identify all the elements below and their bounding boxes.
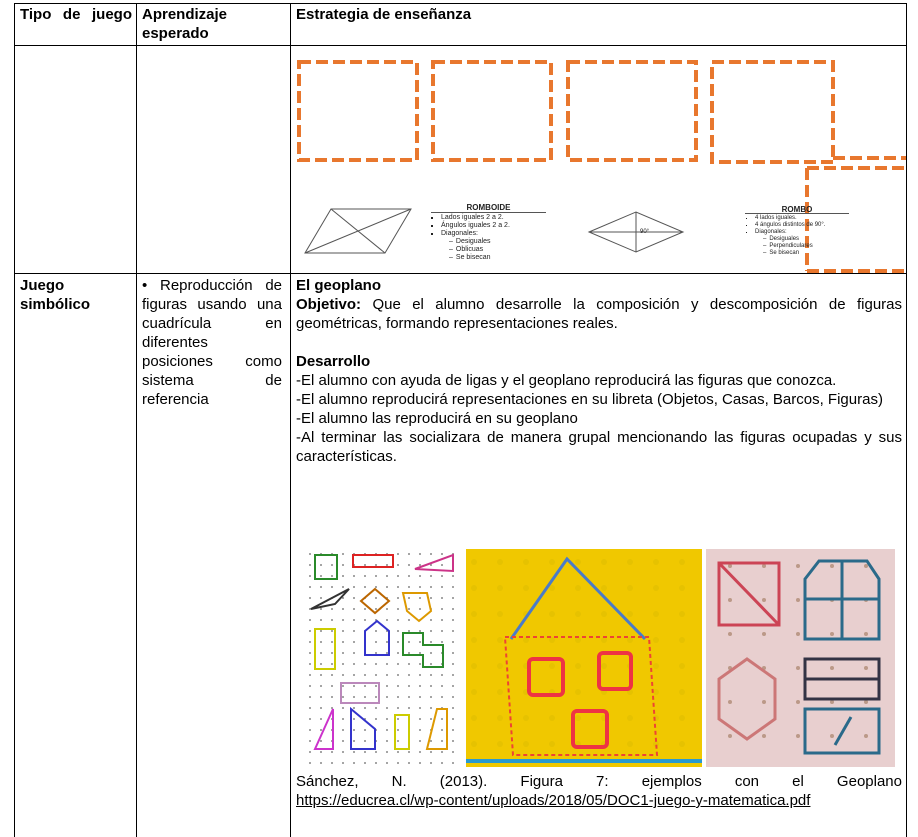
step: -El alumno con ayuda de ligas y el geopl…: [296, 372, 837, 389]
card-subitem: Desiguales: [456, 238, 546, 246]
card-subitem: Perpendiculares: [769, 243, 849, 250]
strategy-title: El geoplano: [296, 277, 382, 294]
citation: Sánchez, N. (2013). Figura 7: ejemplos c…: [296, 772, 902, 810]
card-item: Lados iguales 2 a 2.: [441, 214, 546, 222]
card-subitem: Oblicuas: [456, 246, 546, 254]
table-cell: [290, 273, 907, 837]
card-item: Diagonales:: [755, 229, 787, 235]
card-item: 4 ángulos distintos de 90°.: [755, 222, 849, 229]
citation-url: https://educrea.cl/wp-content/uploads/20…: [296, 792, 811, 809]
objective-label: Objetivo:: [296, 296, 362, 313]
card-title: ROMBOIDE: [431, 204, 546, 213]
step: -El alumno las reproducirá en su geoplan…: [296, 410, 578, 427]
card-item: Diagonales: Desiguales Perpendiculares S…: [755, 229, 849, 257]
rombo-card: ROMBO 4 lados iguales. 4 ángulos distint…: [745, 206, 849, 257]
card-subitem: Se bisecan: [769, 250, 849, 257]
card-subitem: Se bisecan: [456, 254, 546, 262]
game-type: Juego simbólico: [20, 277, 91, 313]
table-cell: [14, 273, 137, 837]
card-subitem: Desiguales: [769, 236, 849, 243]
romboide-card: ROMBOIDE Lados iguales 2 a 2. Ángulos ig…: [431, 204, 546, 262]
step: -El alumno reproducirá representaciones …: [296, 391, 883, 408]
shapes-diagram: [297, 60, 906, 273]
objective-text: Que el alumno desarrolle la composición …: [296, 296, 902, 332]
card-item: Diagonales: Desiguales Oblicuas Se bisec…: [441, 230, 546, 262]
card-item: Diagonales:: [441, 230, 478, 237]
development-title: Desarrollo: [296, 353, 371, 370]
strategy: El geoplano Objetivo: Que el alumno desa…: [296, 276, 902, 466]
citation-text: Sánchez, N. (2013). Figura 7: ejemplos c…: [296, 773, 902, 790]
header-text: Tipo de juego: [20, 6, 132, 23]
header-text: Aprendizaje esperado: [142, 6, 228, 42]
step: -Al terminar las socializara de manera g…: [296, 429, 902, 465]
card-item: Ángulos iguales 2 a 2.: [441, 222, 546, 230]
table-cell: [14, 45, 137, 274]
geoplano-photos: [305, 549, 895, 767]
learning-text: • Reproducción de figuras usando una cua…: [142, 277, 282, 408]
header-text: Estrategia de enseñanza: [296, 6, 472, 23]
table-cell: [136, 45, 291, 274]
card-item: 4 lados iguales.: [755, 215, 849, 222]
card-title: ROMBO: [745, 206, 849, 214]
angle-label: 90°: [640, 229, 650, 235]
